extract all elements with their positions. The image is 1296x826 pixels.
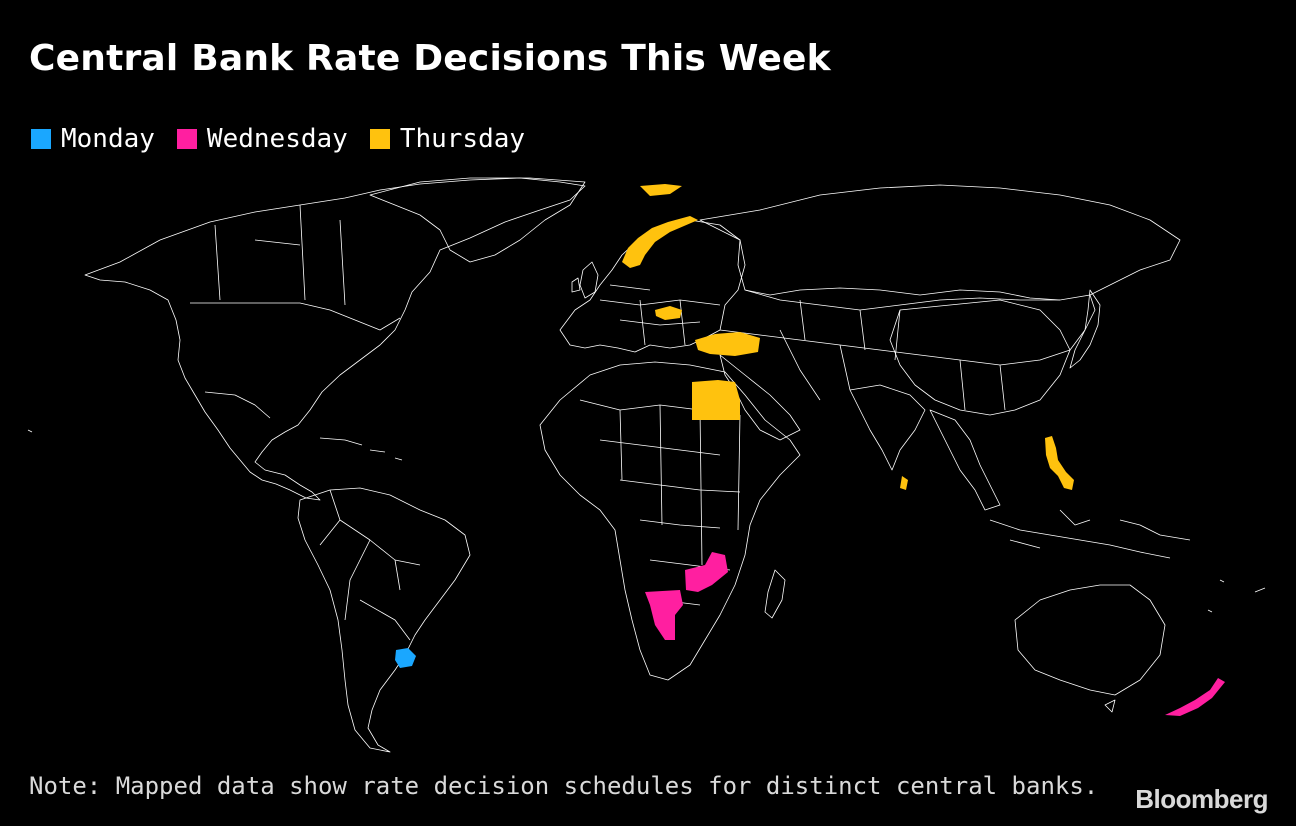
- indonesia-islands: [989, 509, 1191, 559]
- footnote: Note: Mapped data show rate decision sch…: [29, 772, 1099, 800]
- legend-swatch-thursday: [369, 129, 390, 149]
- legend-swatch-monday: [31, 129, 51, 149]
- bloomberg-logo: Bloomberg: [1135, 784, 1268, 814]
- south-america-outline: [297, 487, 471, 753]
- pacific-islands: [1207, 579, 1266, 613]
- southeast-asia-outline: [929, 409, 1001, 511]
- legend-label-monday: Monday: [61, 124, 155, 154]
- us-canada-border: [190, 302, 401, 331]
- africa-outline: [539, 361, 801, 681]
- region-zambia: [685, 552, 728, 592]
- legend-label-thursday: Thursday: [399, 124, 526, 154]
- legend-swatch-wednesday: [176, 129, 197, 149]
- uk-ireland: [571, 261, 599, 299]
- russia-southern-border: [744, 289, 1060, 311]
- japan-outline: [1069, 289, 1101, 369]
- europe-borders: [599, 284, 721, 346]
- hawaii-dot: [27, 429, 33, 433]
- india-outline: [849, 384, 926, 471]
- highlighted-countries: [395, 184, 1225, 716]
- region-new-zealand: [1165, 678, 1225, 716]
- russia-outline: [699, 184, 1181, 301]
- legend-item-wednesday: Wednesday: [176, 124, 348, 154]
- region-namibia: [645, 590, 683, 640]
- region-norway: [622, 216, 698, 268]
- tasmania-outline: [1104, 699, 1116, 713]
- china-outline: [889, 299, 1071, 416]
- chart-title: Central Bank Rate Decisions This Week: [29, 38, 831, 79]
- country-borders: [27, 177, 1266, 753]
- region-svalbard: [640, 184, 682, 196]
- legend-item-thursday: Thursday: [369, 124, 526, 154]
- region-philippines: [1045, 436, 1074, 490]
- region-sri-lanka: [900, 476, 908, 490]
- region-uruguay: [395, 648, 416, 668]
- madagascar-outline: [764, 569, 786, 619]
- canada-provinces: [214, 204, 346, 306]
- australia-outline: [1014, 584, 1166, 696]
- region-turkey: [695, 332, 760, 356]
- north-america-outline: [84, 177, 586, 501]
- us-mexico-border: [204, 391, 271, 419]
- asia-internal-borders: [779, 299, 1006, 411]
- world-map: [27, 177, 1266, 753]
- asia-mainland-outline: [719, 294, 1096, 441]
- region-hungary: [655, 306, 682, 320]
- legend: Monday Wednesday Thursday: [31, 124, 547, 154]
- legend-label-wednesday: Wednesday: [206, 124, 348, 154]
- caribbean-islands: [319, 437, 403, 461]
- legend-item-monday: Monday: [31, 124, 155, 154]
- south-america-borders: [319, 489, 421, 641]
- europe-outline: [559, 219, 746, 353]
- greenland-outline: [369, 177, 586, 263]
- region-egypt: [692, 380, 740, 420]
